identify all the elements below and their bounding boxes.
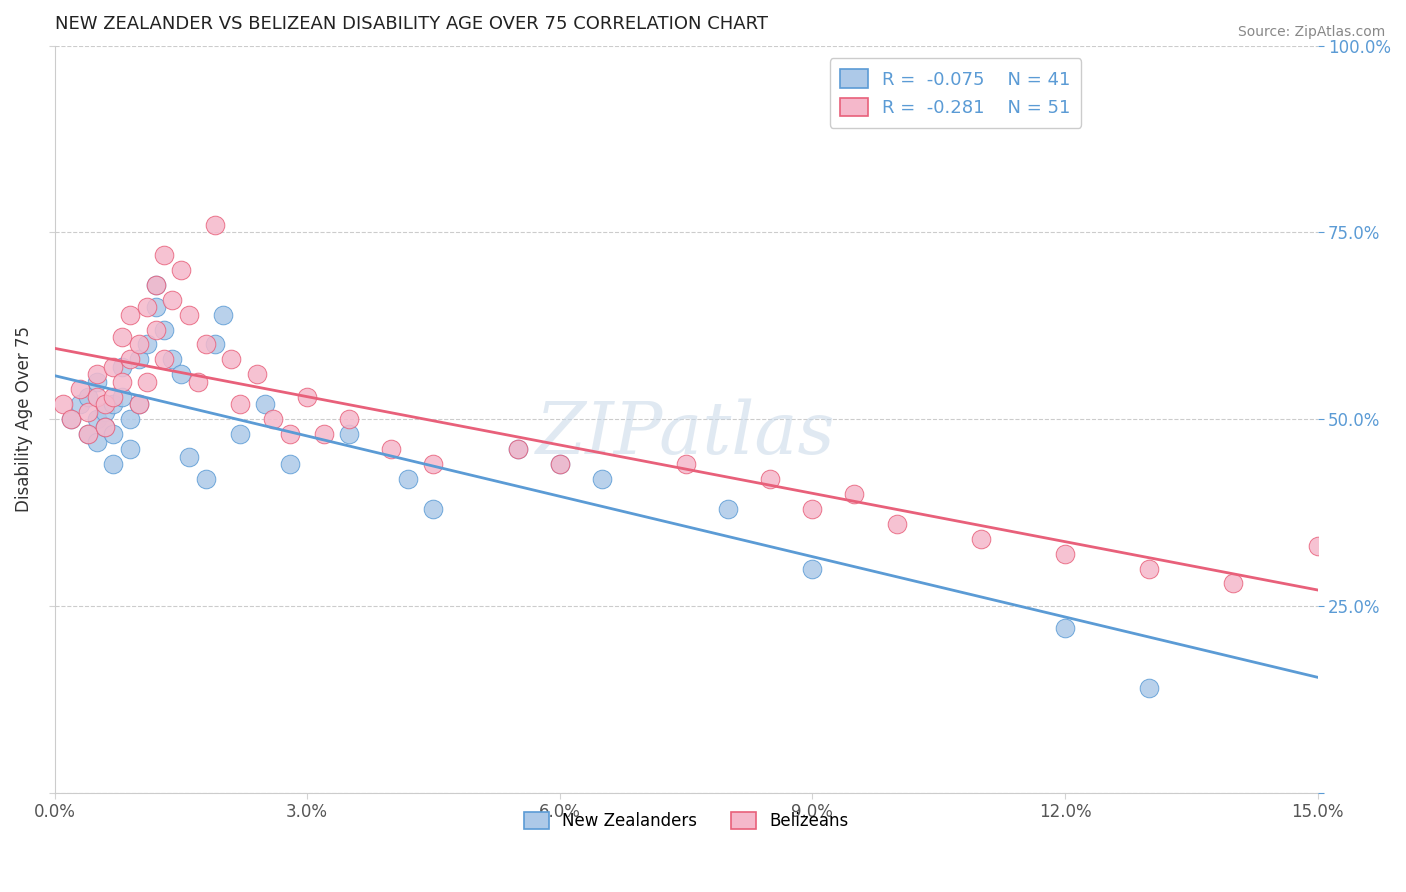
Point (170, 368, 193, 382)
Point (801, 501, 824, 516)
Point (94, 419, 117, 434)
Point (153, 248, 176, 262)
Point (221, 352, 243, 367)
Y-axis label: Disability Age Over 75: Disability Age Over 75 (15, 326, 32, 512)
Point (103, 390, 125, 404)
Point (844, 487, 866, 501)
Point (128, 397, 150, 411)
Point (52, 397, 75, 411)
Point (136, 337, 159, 351)
Point (1137, 681, 1160, 695)
Point (759, 472, 782, 486)
Text: ZIPatlas: ZIPatlas (536, 399, 837, 469)
Point (162, 293, 184, 307)
Point (886, 516, 908, 531)
Point (1306, 539, 1329, 553)
Point (262, 412, 284, 426)
Point (145, 322, 167, 336)
Point (422, 501, 444, 516)
Point (77, 427, 100, 442)
Point (128, 352, 150, 367)
Point (145, 277, 167, 292)
Point (179, 308, 201, 322)
Point (380, 442, 402, 456)
Point (153, 352, 176, 367)
Point (1137, 561, 1160, 575)
Point (1053, 547, 1076, 561)
Point (254, 397, 277, 411)
Point (69, 397, 91, 411)
Point (86, 412, 108, 426)
Point (103, 397, 125, 411)
Text: Source: ZipAtlas.com: Source: ZipAtlas.com (1237, 25, 1385, 39)
Point (120, 442, 142, 456)
Point (86, 375, 108, 389)
Point (278, 427, 301, 442)
Point (94, 419, 117, 434)
Point (103, 457, 125, 471)
Point (94, 405, 117, 419)
Point (195, 337, 218, 351)
Point (69, 382, 91, 396)
Point (77, 390, 100, 404)
Point (970, 532, 993, 546)
Point (295, 390, 318, 404)
Point (337, 412, 360, 426)
Point (162, 352, 184, 367)
Point (548, 457, 571, 471)
Point (111, 330, 134, 344)
Point (422, 457, 444, 471)
Point (187, 375, 209, 389)
Point (111, 390, 134, 404)
Point (506, 442, 529, 456)
Point (1222, 576, 1244, 591)
Point (86, 390, 108, 404)
Point (204, 337, 226, 351)
Point (312, 427, 335, 442)
Point (60, 412, 83, 426)
Point (86, 368, 108, 382)
Point (77, 427, 100, 442)
Point (179, 450, 201, 464)
Point (94, 397, 117, 411)
Point (717, 501, 740, 516)
Point (506, 442, 529, 456)
Point (229, 427, 252, 442)
Point (153, 322, 176, 336)
Point (86, 434, 108, 449)
Point (801, 561, 824, 575)
Point (103, 427, 125, 442)
Legend: New Zealanders, Belizeans: New Zealanders, Belizeans (517, 805, 855, 837)
Point (1053, 621, 1076, 635)
Point (136, 375, 159, 389)
Point (145, 300, 167, 314)
Point (120, 412, 142, 426)
Point (229, 397, 252, 411)
Point (145, 277, 167, 292)
Point (111, 375, 134, 389)
Point (212, 308, 235, 322)
Point (136, 300, 159, 314)
Point (128, 397, 150, 411)
Point (548, 457, 571, 471)
Point (103, 359, 125, 374)
Point (111, 359, 134, 374)
Point (128, 337, 150, 351)
Point (396, 472, 419, 486)
Point (170, 262, 193, 277)
Point (60, 412, 83, 426)
Point (77, 405, 100, 419)
Point (675, 457, 697, 471)
Point (195, 472, 218, 486)
Text: NEW ZEALANDER VS BELIZEAN DISABILITY AGE OVER 75 CORRELATION CHART: NEW ZEALANDER VS BELIZEAN DISABILITY AGE… (55, 15, 768, 33)
Point (246, 368, 269, 382)
Point (591, 472, 613, 486)
Point (120, 352, 142, 367)
Point (278, 457, 301, 471)
Point (120, 308, 142, 322)
Point (204, 218, 226, 232)
Point (337, 427, 360, 442)
